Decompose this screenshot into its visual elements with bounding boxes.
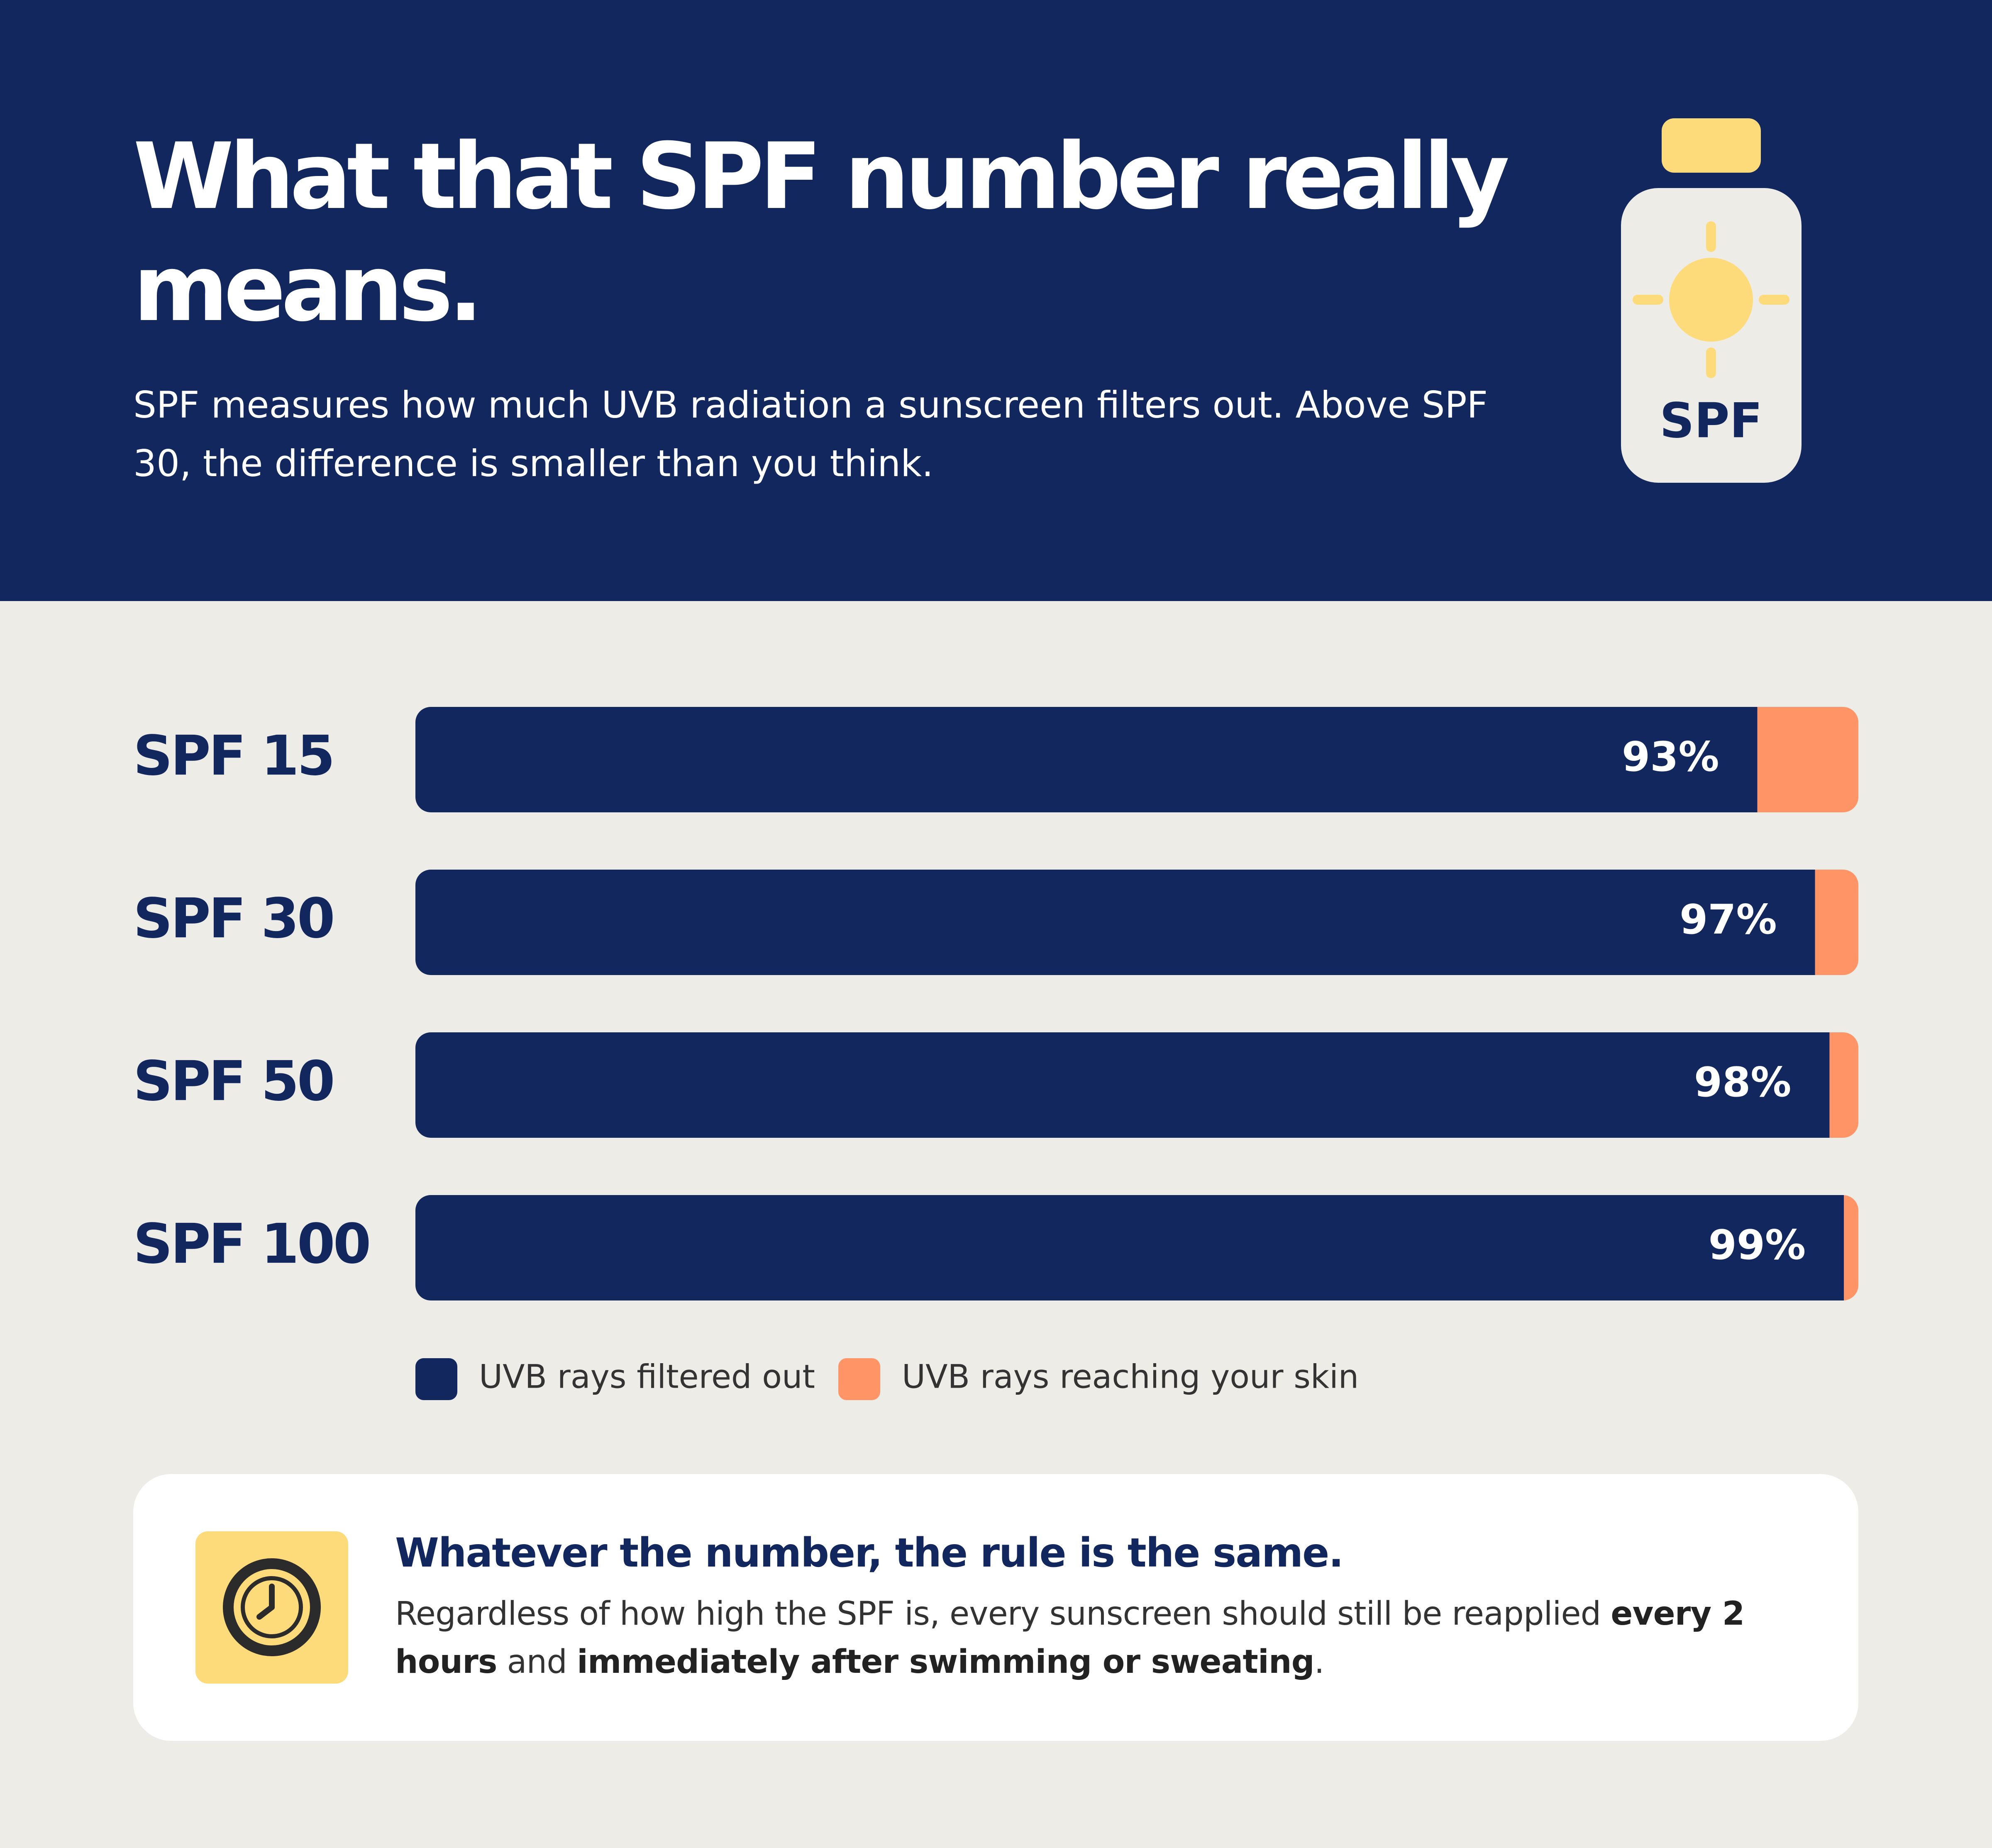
callout-text-part: Regardless of how high the SPF is, every… [395,1595,1611,1633]
callout-title: Whatever the number, the rule is the sam… [395,1530,1344,1576]
category-label: SPF 15 [133,724,333,788]
callout-text-part: every 2 hours [395,1595,1745,1681]
callout-text-part: and [497,1643,577,1681]
legend-label: UVB rays reaching your skin [902,1358,1359,1396]
legend-swatch [415,1358,457,1400]
bar-segment [415,1032,1830,1138]
bar-segment [415,1195,1844,1300]
clock-icon [223,1558,321,1656]
icon-label: SPF [1660,393,1763,449]
callout-card [133,1474,1858,1741]
bottle-icon: SPF [1621,118,1802,483]
bar-segment [415,870,1815,975]
bar-segment [1829,1032,1858,1138]
sun-rays [1633,221,1789,378]
value-label: 99% [1709,1222,1806,1269]
chart: SPF 15 93% SPF 30 97% SPF 50 98% SPF 100 99% UVB… [133,707,1858,1400]
legend-label: UVB rays filtered out [479,1358,815,1396]
bar-segment [415,707,1758,812]
callout-text-part: . [1314,1643,1325,1681]
value-label: 93% [1622,733,1719,781]
value-label: 98% [1694,1059,1792,1106]
category-label: SPF 100 [133,1212,369,1276]
callout-text: Regardless of how high the SPF is, every… [395,1590,1814,1686]
bottle-cap [1662,118,1761,173]
category-label: SPF 30 [133,887,333,951]
title: What that SPF number really means. [133,123,1510,342]
subtitle: SPF measures how much UVB radiation a su… [133,384,1488,485]
bar-segment [1757,707,1858,812]
legend-swatch [838,1358,880,1400]
bar-segment [1815,870,1858,975]
callout-text-part: immediately after swimming or sweating [577,1643,1314,1681]
category-label: SPF 50 [133,1049,333,1113]
value-label: 97% [1680,896,1777,944]
bar-segment [1844,1195,1858,1300]
sun [1669,258,1753,342]
